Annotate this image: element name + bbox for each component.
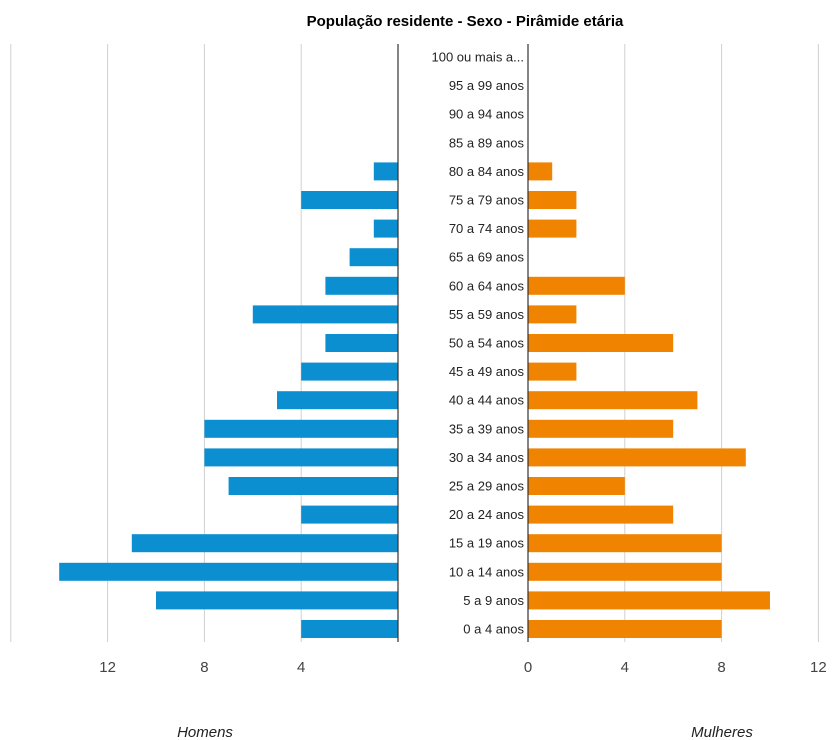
bars xyxy=(59,162,770,638)
axis-ticks: 12 8 4 0 4 8 12 xyxy=(99,659,826,676)
category-label: 55 a 59 anos xyxy=(449,307,525,322)
bar-mulheres xyxy=(528,562,722,581)
category-label: 85 a 89 anos xyxy=(449,135,525,150)
category-label: 90 a 94 anos xyxy=(449,107,525,122)
bar-mulheres xyxy=(528,305,577,324)
category-label: 5 a 9 anos xyxy=(463,593,524,608)
tick-label-right: 8 xyxy=(717,659,725,676)
category-label: 65 a 69 anos xyxy=(449,250,525,265)
bar-mulheres xyxy=(528,162,553,181)
bar-mulheres xyxy=(528,591,770,610)
category-label: 80 a 84 anos xyxy=(449,164,525,179)
category-labels: 100 ou mais a... 95 a 99 anos 90 a 94 anos… xyxy=(432,50,525,637)
tick-label-right: 12 xyxy=(810,659,827,676)
bar-mulheres xyxy=(528,362,577,381)
bar-mulheres xyxy=(528,276,625,295)
bar-homens xyxy=(301,362,398,381)
bar-homens xyxy=(301,620,398,638)
bar-homens xyxy=(228,477,398,495)
bar-homens xyxy=(325,276,398,295)
category-label: 60 a 64 anos xyxy=(449,278,525,293)
bar-homens xyxy=(252,305,398,324)
bar-mulheres xyxy=(528,505,674,524)
bar-homens xyxy=(349,248,398,267)
bar-mulheres xyxy=(528,477,625,495)
category-label: 100 ou mais a... xyxy=(432,50,525,65)
bar-homens xyxy=(373,219,398,238)
bar-mulheres xyxy=(528,219,577,238)
bar-homens xyxy=(204,448,398,467)
tick-label-left: 12 xyxy=(99,659,116,676)
bar-homens xyxy=(301,191,398,209)
category-label: 15 a 19 anos xyxy=(449,536,525,551)
category-label: 10 a 14 anos xyxy=(449,564,525,579)
category-label: 70 a 74 anos xyxy=(449,221,525,236)
tick-label-left: 8 xyxy=(200,659,208,676)
bar-mulheres xyxy=(528,191,577,209)
tick-label-right: 4 xyxy=(621,659,629,676)
bar-homens xyxy=(301,505,398,524)
tick-label-right: 0 xyxy=(524,659,532,676)
bar-homens xyxy=(59,562,398,581)
bar-mulheres xyxy=(528,419,674,438)
bar-mulheres xyxy=(528,334,674,352)
bar-homens xyxy=(156,591,398,610)
bar-homens xyxy=(373,162,398,181)
category-label: 30 a 34 anos xyxy=(449,450,525,465)
category-label: 95 a 99 anos xyxy=(449,78,525,93)
category-label: 40 a 44 anos xyxy=(449,393,525,408)
bar-homens xyxy=(325,334,398,352)
bar-mulheres xyxy=(528,391,698,410)
category-label: 50 a 54 anos xyxy=(449,336,525,351)
category-label: 0 a 4 anos xyxy=(463,622,524,637)
bar-mulheres xyxy=(528,620,722,638)
bar-mulheres xyxy=(528,448,746,467)
legend-mulheres: Mulheres xyxy=(691,724,753,740)
category-label: 35 a 39 anos xyxy=(449,421,525,436)
tick-label-left: 4 xyxy=(297,659,305,676)
legend-homens: Homens xyxy=(177,724,233,740)
bar-mulheres xyxy=(528,534,722,553)
category-label: 45 a 49 anos xyxy=(449,364,525,379)
center-axes xyxy=(397,44,529,642)
category-label: 75 a 79 anos xyxy=(449,193,525,208)
category-label: 20 a 24 anos xyxy=(449,507,525,522)
bar-homens xyxy=(204,419,398,438)
bar-homens xyxy=(131,534,399,553)
bar-homens xyxy=(277,391,398,410)
chart-title: População residente - Sexo - Pirâmide et… xyxy=(307,13,624,30)
category-label: 25 a 29 anos xyxy=(449,479,525,494)
gridlines xyxy=(10,44,819,642)
